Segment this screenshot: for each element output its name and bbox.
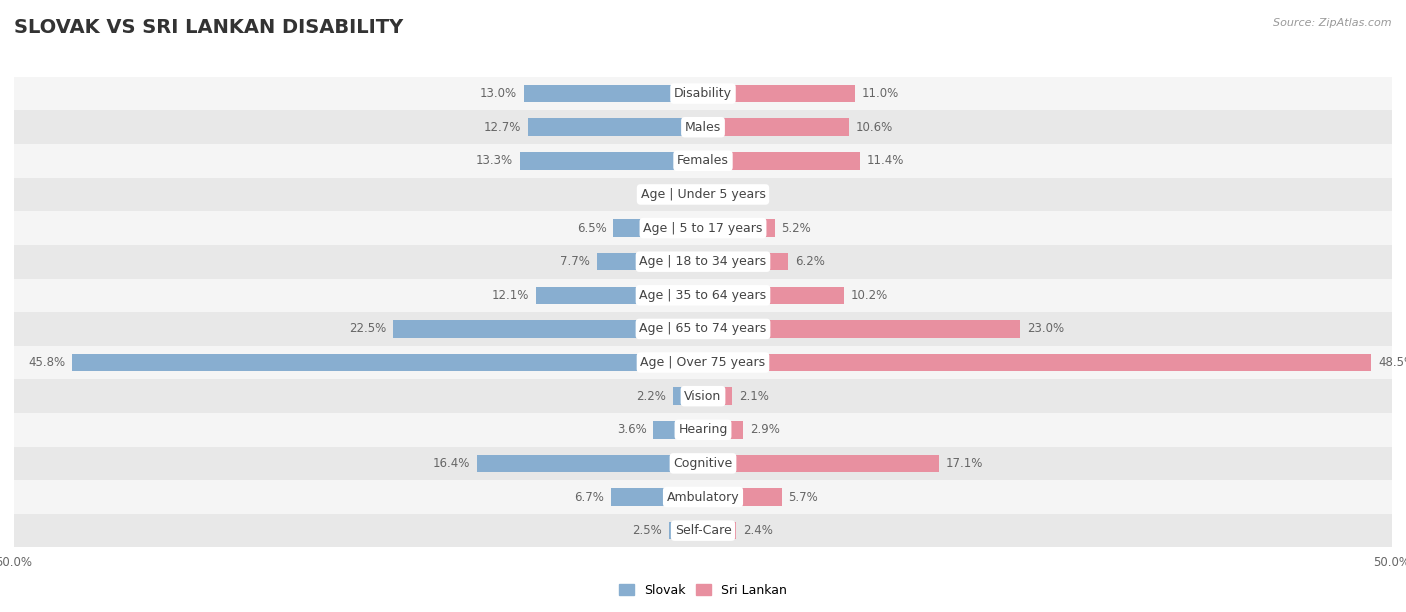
Text: 6.2%: 6.2%: [796, 255, 825, 268]
Text: Females: Females: [678, 154, 728, 167]
Text: 45.8%: 45.8%: [28, 356, 65, 369]
Bar: [392, 320, 703, 338]
Bar: [654, 421, 703, 439]
Bar: [14, 245, 1392, 278]
Text: 1.1%: 1.1%: [725, 188, 755, 201]
Bar: [524, 85, 703, 102]
Legend: Slovak, Sri Lankan: Slovak, Sri Lankan: [614, 579, 792, 602]
Bar: [679, 185, 703, 203]
Bar: [672, 387, 703, 405]
Bar: [703, 85, 855, 102]
Bar: [14, 76, 1392, 110]
Bar: [14, 480, 1392, 514]
Text: 16.4%: 16.4%: [433, 457, 470, 470]
Text: Cognitive: Cognitive: [673, 457, 733, 470]
Text: 12.7%: 12.7%: [484, 121, 522, 134]
Bar: [703, 522, 737, 539]
Bar: [703, 488, 782, 506]
Bar: [703, 455, 939, 472]
Text: 13.0%: 13.0%: [479, 87, 517, 100]
Text: 6.5%: 6.5%: [576, 222, 606, 234]
Bar: [703, 354, 1371, 371]
Bar: [14, 413, 1392, 447]
Text: 13.3%: 13.3%: [475, 154, 513, 167]
Bar: [703, 320, 1019, 338]
Bar: [610, 488, 703, 506]
Text: SLOVAK VS SRI LANKAN DISABILITY: SLOVAK VS SRI LANKAN DISABILITY: [14, 18, 404, 37]
Text: 2.1%: 2.1%: [738, 390, 769, 403]
Bar: [529, 119, 703, 136]
Bar: [613, 219, 703, 237]
Text: Age | 65 to 74 years: Age | 65 to 74 years: [640, 323, 766, 335]
Text: 5.2%: 5.2%: [782, 222, 811, 234]
Text: 2.9%: 2.9%: [749, 424, 780, 436]
Text: 10.2%: 10.2%: [851, 289, 887, 302]
Bar: [669, 522, 703, 539]
Text: 2.5%: 2.5%: [631, 524, 662, 537]
Bar: [703, 387, 733, 405]
Text: 10.6%: 10.6%: [856, 121, 893, 134]
Bar: [536, 286, 703, 304]
Bar: [14, 514, 1392, 548]
Bar: [703, 421, 742, 439]
Text: Disability: Disability: [673, 87, 733, 100]
Text: 11.0%: 11.0%: [862, 87, 898, 100]
Text: 23.0%: 23.0%: [1026, 323, 1064, 335]
Bar: [703, 152, 860, 170]
Text: Age | 18 to 34 years: Age | 18 to 34 years: [640, 255, 766, 268]
Text: 48.5%: 48.5%: [1378, 356, 1406, 369]
Bar: [14, 177, 1392, 211]
Text: 1.7%: 1.7%: [643, 188, 672, 201]
Bar: [72, 354, 703, 371]
Text: Males: Males: [685, 121, 721, 134]
Bar: [14, 110, 1392, 144]
Bar: [14, 144, 1392, 177]
Text: Age | 5 to 17 years: Age | 5 to 17 years: [644, 222, 762, 234]
Bar: [520, 152, 703, 170]
Bar: [703, 185, 718, 203]
Bar: [14, 211, 1392, 245]
Bar: [598, 253, 703, 271]
Bar: [14, 346, 1392, 379]
Text: 6.7%: 6.7%: [574, 490, 603, 504]
Text: Age | Under 5 years: Age | Under 5 years: [641, 188, 765, 201]
Bar: [14, 447, 1392, 480]
Bar: [703, 119, 849, 136]
Text: 2.4%: 2.4%: [742, 524, 773, 537]
Text: 12.1%: 12.1%: [492, 289, 530, 302]
Bar: [703, 219, 775, 237]
Text: Ambulatory: Ambulatory: [666, 490, 740, 504]
Bar: [14, 379, 1392, 413]
Text: Age | 35 to 64 years: Age | 35 to 64 years: [640, 289, 766, 302]
Text: 2.2%: 2.2%: [636, 390, 666, 403]
Bar: [14, 278, 1392, 312]
Text: Source: ZipAtlas.com: Source: ZipAtlas.com: [1274, 18, 1392, 28]
Text: 17.1%: 17.1%: [945, 457, 983, 470]
Bar: [703, 253, 789, 271]
Bar: [14, 312, 1392, 346]
Text: 22.5%: 22.5%: [349, 323, 387, 335]
Text: Vision: Vision: [685, 390, 721, 403]
Bar: [703, 286, 844, 304]
Text: Hearing: Hearing: [678, 424, 728, 436]
Text: 11.4%: 11.4%: [868, 154, 904, 167]
Text: Self-Care: Self-Care: [675, 524, 731, 537]
Text: Age | Over 75 years: Age | Over 75 years: [641, 356, 765, 369]
Text: 7.7%: 7.7%: [560, 255, 591, 268]
Bar: [477, 455, 703, 472]
Text: 5.7%: 5.7%: [789, 490, 818, 504]
Text: 3.6%: 3.6%: [617, 424, 647, 436]
